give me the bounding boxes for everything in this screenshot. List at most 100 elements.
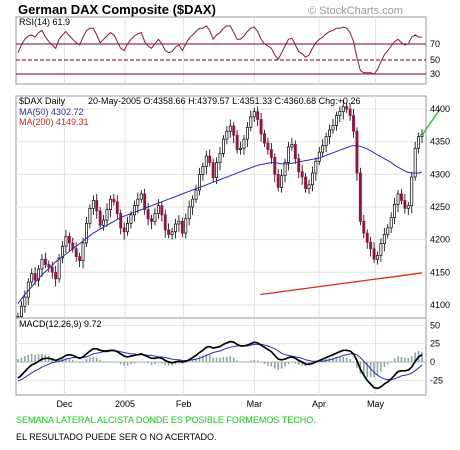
price-tick-label: 4400: [430, 104, 450, 114]
price-tick-label: 4350: [430, 137, 450, 147]
macd-histogram-bar: [294, 362, 297, 364]
candle-up: [324, 136, 328, 146]
candle-down: [208, 155, 212, 163]
macd-tick-label: 50: [430, 320, 440, 330]
candle-down: [273, 157, 277, 175]
candle-up: [249, 116, 253, 128]
candle-up: [310, 172, 314, 186]
x-tick-label: Dec: [56, 399, 73, 409]
macd-histogram-bar: [195, 358, 197, 362]
macd-histogram-bar: [150, 362, 153, 365]
candle-up: [317, 151, 321, 162]
candle-up: [126, 222, 130, 233]
macd-histogram-bar: [226, 356, 228, 362]
candle-down: [163, 214, 167, 231]
candle-up: [393, 204, 397, 218]
macd-histogram-bar: [256, 360, 259, 362]
macd-label: MACD(12,26,9) 9.72: [19, 319, 102, 329]
candle-down: [293, 143, 297, 160]
x-tick-label: 2005: [115, 399, 135, 409]
candle-up: [334, 115, 338, 126]
candle-up: [379, 243, 383, 256]
candle-up: [201, 166, 205, 175]
chart-title: German DAX Composite ($DAX): [18, 2, 216, 17]
candle-down: [50, 266, 54, 273]
candle-down: [259, 119, 263, 135]
macd-histogram-bar: [37, 353, 40, 362]
macd-histogram-bar: [236, 360, 238, 362]
macd-histogram-bar: [208, 354, 211, 362]
candle-down: [54, 271, 58, 280]
candle-down: [146, 209, 150, 220]
macd-histogram-bar: [277, 362, 280, 371]
macd-histogram-bar: [30, 353, 33, 362]
candle-down: [78, 256, 82, 261]
macd-histogram-bar: [92, 356, 95, 362]
macd-histogram-bar: [246, 361, 249, 362]
candle-down: [352, 115, 355, 132]
candle-up: [108, 198, 112, 210]
macd-histogram-bar: [27, 354, 30, 362]
macd-histogram-bar: [414, 352, 416, 362]
candle-down: [112, 198, 116, 203]
candle-up: [307, 184, 311, 190]
x-tick-label: Apr: [312, 399, 326, 409]
candle-down: [266, 142, 270, 150]
macd-histogram-bar: [349, 359, 351, 362]
macd-histogram-bar: [263, 362, 266, 365]
candle-up: [314, 160, 318, 174]
candle-up: [413, 147, 417, 178]
macd-tick-label: 25: [430, 339, 440, 349]
macd-histogram-bar: [133, 362, 136, 364]
price-symbol-label: $DAX Daily: [19, 96, 66, 106]
candle-up: [132, 205, 136, 216]
macd-histogram-bar: [75, 361, 78, 362]
candle-down: [232, 125, 236, 136]
candle-up: [81, 242, 85, 261]
macd-histogram-bar: [267, 362, 269, 366]
candle-down: [122, 227, 126, 233]
macd-histogram-bar: [335, 357, 338, 362]
macd-signal-line: [17, 343, 423, 382]
x-tick-label: Mar: [247, 399, 263, 409]
candle-down: [297, 158, 301, 173]
macd-histogram-bar: [126, 362, 129, 366]
candle-up: [61, 245, 64, 259]
macd-histogram-bar: [178, 362, 180, 364]
macd-histogram-bar: [89, 357, 91, 362]
macd-histogram-bar: [345, 357, 348, 362]
macd-histogram-bar: [369, 362, 372, 378]
watermark: © StockCharts.com: [308, 5, 403, 17]
candle-up: [287, 146, 290, 163]
candle-down: [400, 193, 403, 201]
price-tick-label: 4150: [430, 267, 450, 277]
macd-histogram-bar: [174, 362, 177, 365]
candle-up: [245, 126, 249, 140]
macd-histogram-bar: [20, 357, 23, 362]
price-tick-label: 4300: [430, 169, 450, 179]
candle-up: [37, 268, 40, 281]
macd-y-axis: 50 25 0 -25: [430, 320, 443, 385]
macd-histogram-bar: [102, 361, 105, 362]
macd-histogram-bar: [167, 362, 170, 366]
candle-down: [403, 200, 407, 209]
candle-up: [19, 305, 23, 318]
macd-histogram-bar: [373, 362, 375, 378]
macd-histogram-bar: [123, 362, 125, 366]
macd-histogram-bar: [157, 362, 160, 363]
rsi-tick-70: 70: [430, 39, 440, 49]
rsi-tick-50: 50: [430, 55, 440, 65]
macd-histogram-bar: [113, 361, 115, 362]
candle-up: [198, 174, 201, 191]
candle-up: [177, 221, 181, 225]
ma50-line: [17, 145, 423, 304]
macd-histogram-bar: [17, 359, 19, 362]
macd-histogram-bar: [106, 361, 108, 362]
candle-up: [40, 258, 44, 270]
candle-up: [57, 257, 61, 280]
macd-histogram-bar: [188, 361, 190, 362]
candle-down: [256, 111, 260, 120]
candle-down: [167, 229, 171, 235]
macd-histogram-bar: [280, 362, 283, 369]
macd-histogram-bar: [24, 356, 26, 362]
